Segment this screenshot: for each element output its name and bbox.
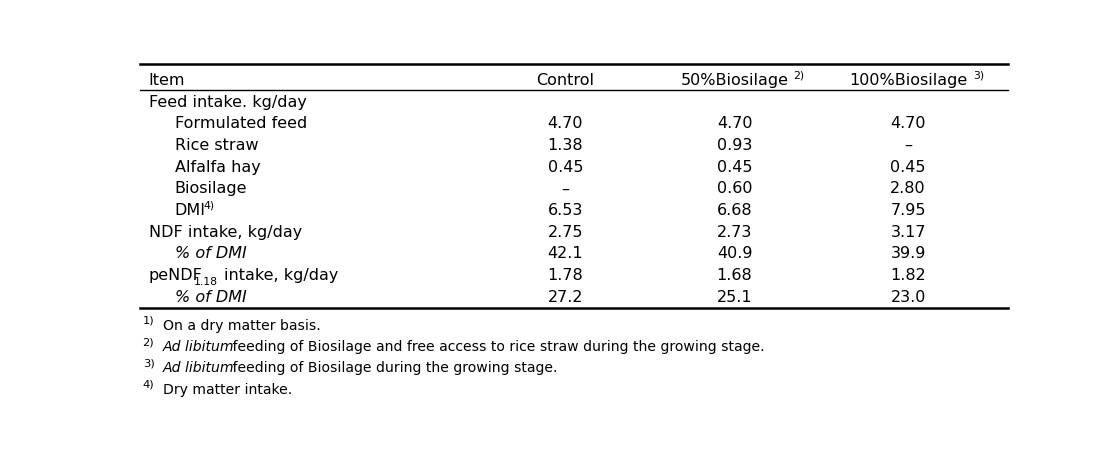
Text: 1.68: 1.68 [717, 268, 753, 283]
Text: DMI: DMI [175, 203, 206, 218]
Text: Formulated feed: Formulated feed [175, 116, 307, 131]
Text: peNDF: peNDF [149, 268, 203, 283]
Text: 1.38: 1.38 [548, 138, 584, 153]
Text: 2): 2) [793, 70, 804, 80]
Text: 4.70: 4.70 [717, 116, 753, 131]
Text: Feed intake. kg/day: Feed intake. kg/day [149, 95, 307, 109]
Text: 7.95: 7.95 [890, 203, 926, 218]
Text: 2.73: 2.73 [717, 224, 753, 239]
Text: Dry matter intake.: Dry matter intake. [162, 382, 292, 396]
Text: 6.53: 6.53 [548, 203, 584, 218]
Text: 2.80: 2.80 [890, 181, 926, 196]
Text: –: – [561, 181, 569, 196]
Text: 4.70: 4.70 [548, 116, 584, 131]
Text: Biosilage: Biosilage [175, 181, 248, 196]
Text: 3.17: 3.17 [890, 224, 926, 239]
Text: 1): 1) [142, 315, 155, 325]
Text: 40.9: 40.9 [717, 246, 753, 261]
Text: 4.70: 4.70 [890, 116, 926, 131]
Text: % of DMI: % of DMI [175, 289, 246, 304]
Text: Alfalfa hay: Alfalfa hay [175, 159, 261, 174]
Text: 39.9: 39.9 [890, 246, 926, 261]
Text: 42.1: 42.1 [548, 246, 584, 261]
Text: 1.18: 1.18 [194, 277, 217, 287]
Text: feeding of Biosilage during the growing stage.: feeding of Biosilage during the growing … [227, 361, 557, 375]
Text: 1.82: 1.82 [890, 268, 926, 283]
Text: On a dry matter basis.: On a dry matter basis. [162, 318, 320, 332]
Text: feeding of Biosilage and free access to rice straw during the growing stage.: feeding of Biosilage and free access to … [227, 339, 764, 353]
Text: 0.93: 0.93 [717, 138, 753, 153]
Text: 6.68: 6.68 [717, 203, 753, 218]
Text: Item: Item [149, 73, 185, 88]
Text: 0.45: 0.45 [548, 159, 584, 174]
Text: 3): 3) [973, 70, 984, 80]
Text: 0.45: 0.45 [717, 159, 753, 174]
Text: 3): 3) [142, 358, 155, 368]
Text: 100%Biosilage: 100%Biosilage [849, 73, 968, 88]
Text: Ad libitum: Ad libitum [162, 339, 234, 353]
Text: 27.2: 27.2 [548, 289, 584, 304]
Text: Rice straw: Rice straw [175, 138, 259, 153]
Text: NDF intake, kg/day: NDF intake, kg/day [149, 224, 302, 239]
Text: 4): 4) [204, 200, 215, 209]
Text: % of DMI: % of DMI [175, 246, 246, 261]
Text: intake, kg/day: intake, kg/day [224, 268, 338, 283]
Text: 0.60: 0.60 [717, 181, 753, 196]
Text: 50%Biosilage: 50%Biosilage [681, 73, 788, 88]
Text: Ad libitum: Ad libitum [162, 361, 234, 375]
Text: 4): 4) [142, 379, 155, 389]
Text: 0.45: 0.45 [890, 159, 926, 174]
Text: –: – [904, 138, 912, 153]
Text: Control: Control [536, 73, 595, 88]
Text: 1.78: 1.78 [548, 268, 584, 283]
Text: 2.75: 2.75 [548, 224, 584, 239]
Text: 25.1: 25.1 [717, 289, 753, 304]
Text: 23.0: 23.0 [890, 289, 926, 304]
Text: 2): 2) [142, 337, 155, 347]
